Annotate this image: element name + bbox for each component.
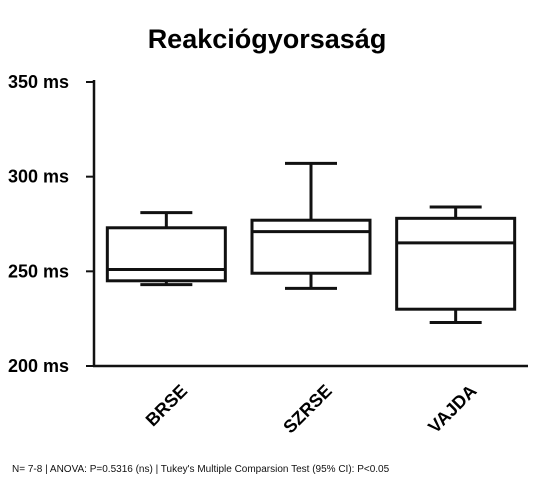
iqr-box <box>105 226 227 283</box>
footnote: N= 7-8 | ANOVA: P=0.5316 (ns) | Tukey's … <box>12 464 390 475</box>
box-szrse <box>250 161 372 290</box>
y-tick-label: 250 ms <box>8 261 69 281</box>
x-tick-label: SZRSE <box>279 381 336 438</box>
iqr-box <box>250 218 372 275</box>
box-vajda <box>395 205 517 324</box>
x-tick-label: VAJDA <box>424 381 480 437</box>
iqr-box <box>395 216 517 311</box>
box-plot-chart: Reakciógyorsaság 200 ms 250 ms 300 ms 350 m… <box>8 24 528 438</box>
y-tick-label: 200 ms <box>8 356 69 376</box>
chart-title: Reakciógyorsaság <box>148 24 387 54</box>
axes <box>92 80 528 368</box>
y-ticks: 200 ms 250 ms 300 ms 350 ms <box>8 72 94 376</box>
box-brse <box>105 211 227 287</box>
boxes <box>105 161 517 324</box>
y-tick-label: 300 ms <box>8 167 69 187</box>
x-tick-label: BRSE <box>142 381 192 431</box>
x-tick-labels: BRSE SZRSE VAJDA <box>142 381 481 438</box>
y-tick-label: 350 ms <box>8 72 69 92</box>
